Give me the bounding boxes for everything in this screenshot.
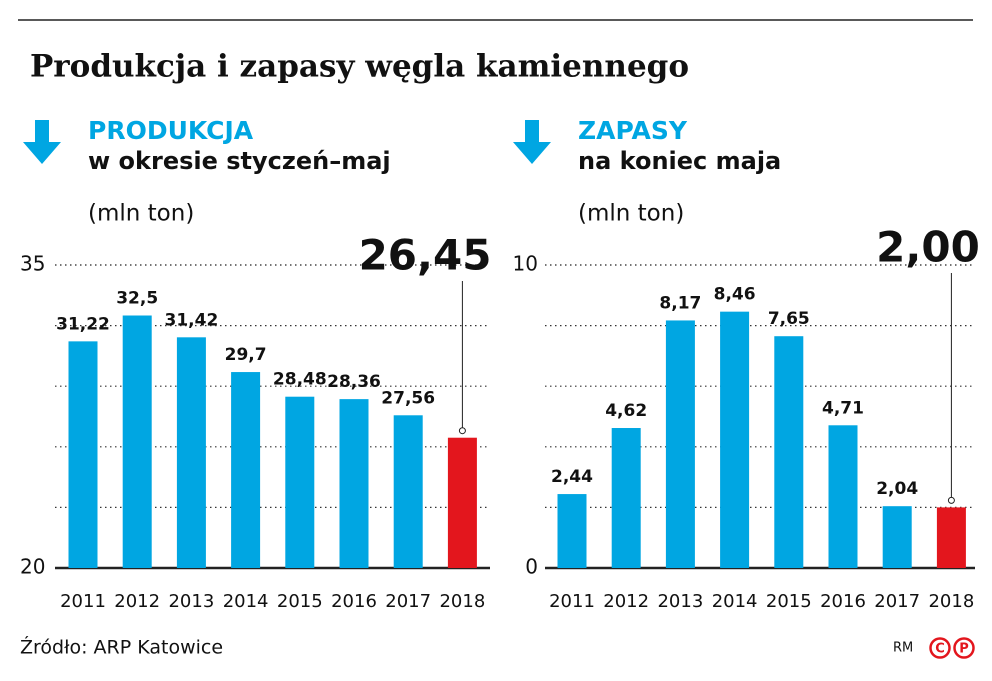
- bar: [828, 425, 858, 568]
- value-label: 28,48: [273, 370, 327, 390]
- page-title: Produkcja i zapasy węgla kamiennego: [30, 49, 689, 85]
- arrow-icon: [513, 120, 551, 164]
- x-tick-label: 2017: [874, 591, 920, 612]
- bar: [665, 320, 695, 568]
- unit-label: (mln ton): [88, 201, 194, 227]
- x-tick-label: 2015: [766, 591, 812, 612]
- value-label: 4,71: [822, 398, 864, 418]
- chart-subtitle: w okresie styczeń–maj: [88, 147, 391, 175]
- bar: [611, 428, 641, 568]
- y-tick-label: 35: [20, 252, 45, 276]
- value-label: 32,5: [116, 289, 158, 309]
- bar: [936, 507, 966, 568]
- logo-letter: C: [935, 642, 945, 657]
- x-tick-label: 2018: [928, 591, 974, 612]
- x-tick-label: 2017: [385, 591, 431, 612]
- bar: [339, 399, 369, 568]
- value-label: 8,17: [659, 293, 701, 313]
- x-tick-label: 2012: [114, 591, 160, 612]
- chart-subtitle: na koniec maja: [578, 147, 781, 175]
- value-label: 27,56: [381, 388, 435, 408]
- leader-dot: [458, 427, 466, 435]
- x-tick-label: 2014: [712, 591, 758, 612]
- value-label: 31,42: [165, 310, 219, 330]
- bar: [882, 506, 912, 568]
- x-tick-label: 2015: [277, 591, 323, 612]
- value-label: 28,36: [327, 372, 381, 392]
- bar: [557, 494, 587, 568]
- x-tick-label: 2013: [657, 591, 703, 612]
- arrow-icon: [23, 120, 61, 164]
- value-label: 8,46: [714, 285, 756, 305]
- logo-c: [929, 637, 951, 659]
- value-label: 4,62: [605, 401, 647, 421]
- chart-title: PRODUKCJA: [88, 116, 254, 145]
- bar: [774, 336, 804, 568]
- bar: [122, 315, 152, 568]
- value-label: 2,04: [876, 479, 918, 499]
- bar: [285, 396, 315, 568]
- x-tick-label: 2016: [820, 591, 866, 612]
- value-label: 2,44: [551, 467, 593, 487]
- bar: [720, 311, 750, 568]
- value-label: 31,22: [56, 314, 110, 334]
- chart-title: ZAPASY: [578, 116, 688, 145]
- x-tick-label: 2011: [549, 591, 595, 612]
- y-tick-label: 20: [20, 555, 45, 579]
- bar: [68, 341, 98, 568]
- value-label: 29,7: [225, 345, 267, 365]
- x-tick-label: 2014: [223, 591, 269, 612]
- x-tick-label: 2013: [168, 591, 214, 612]
- logo-p: [953, 637, 975, 659]
- y-tick-label: 10: [513, 252, 538, 276]
- x-tick-label: 2012: [603, 591, 649, 612]
- y-tick-label: 0: [525, 555, 538, 579]
- leader-dot: [947, 496, 955, 504]
- bar: [447, 437, 477, 568]
- x-tick-label: 2016: [331, 591, 377, 612]
- x-tick-label: 2018: [439, 591, 485, 612]
- logo-letter: P: [959, 642, 969, 657]
- x-tick-label: 2011: [60, 591, 106, 612]
- unit-label: (mln ton): [578, 201, 684, 227]
- highlight-value-label: 26,45: [359, 231, 492, 280]
- logo: [929, 637, 975, 659]
- value-label: 7,65: [768, 309, 810, 329]
- source: Źródło: ARP Katowice: [20, 636, 223, 659]
- bar: [393, 415, 423, 568]
- credit: RM: [893, 641, 913, 656]
- highlight-value-label: 2,00: [876, 223, 980, 272]
- bar: [176, 337, 206, 568]
- bar: [231, 372, 261, 568]
